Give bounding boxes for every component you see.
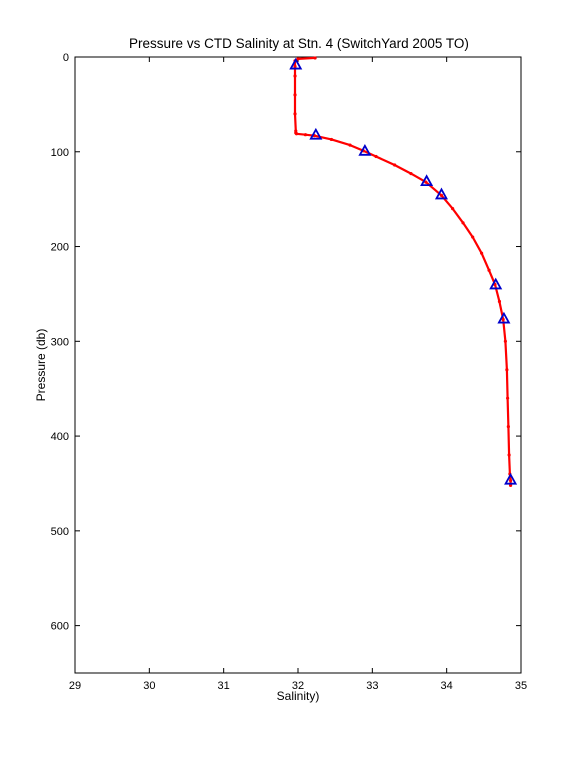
profile-point (508, 479, 513, 483)
profile-point (471, 235, 475, 239)
profile-point (506, 396, 510, 400)
profile-point (329, 137, 334, 142)
y-tick-label: 500 (51, 526, 69, 538)
profile-point (439, 193, 444, 197)
profile-point (503, 339, 507, 343)
y-tick-label: 600 (51, 621, 69, 633)
sample-marker (504, 472, 518, 485)
profile-point (293, 93, 297, 97)
x-tick-label: 35 (515, 680, 527, 692)
x-tick-label: 30 (143, 680, 155, 692)
sample-marker (434, 187, 448, 200)
profile-line (293, 56, 512, 486)
axis-ticks: 29 30 31 32 33 34 35 0 100 200 300 400 500 600 (51, 52, 527, 692)
sample-marker (358, 143, 372, 156)
sample-marker (420, 174, 434, 187)
profile-point (506, 425, 510, 429)
profile-point (461, 221, 465, 225)
profile-point (293, 74, 297, 78)
profile-point (501, 317, 505, 322)
sample-marker (289, 57, 303, 70)
x-tick-label: 33 (366, 680, 378, 692)
profile-point (294, 132, 299, 136)
profile-point (487, 268, 491, 272)
profile-point (409, 171, 413, 176)
y-tick-label: 200 (51, 242, 69, 254)
profile-point (293, 64, 297, 69)
profile-point (348, 143, 352, 147)
sample-marker (489, 277, 503, 290)
profile-point (303, 133, 308, 137)
profile-point (374, 154, 378, 159)
series-markers (289, 57, 518, 485)
y-axis-label: Pressure (db) (34, 329, 48, 402)
profile-point (451, 207, 455, 211)
series-dots (293, 56, 513, 487)
profile-point (313, 56, 317, 60)
profile-point (497, 299, 502, 304)
profile-point (296, 57, 300, 61)
profile-point (505, 368, 509, 372)
plot-area (74, 56, 522, 674)
y-tick-label: 0 (63, 52, 69, 64)
profile-point (507, 453, 511, 457)
x-tick-label: 31 (218, 680, 230, 692)
y-tick-label: 400 (51, 431, 69, 443)
sample-marker (309, 127, 323, 140)
profile-point (424, 180, 428, 184)
profile-point (480, 251, 484, 255)
x-tick-label: 34 (441, 680, 453, 692)
y-tick-label: 100 (51, 147, 69, 159)
sample-marker (497, 311, 511, 324)
x-tick-label: 29 (69, 680, 81, 692)
chart-title: Pressure vs CTD Salinity at Stn. 4 (Swit… (129, 36, 469, 51)
y-tick-label: 300 (51, 336, 69, 348)
series-lines (293, 56, 512, 486)
profile-point (393, 163, 397, 167)
x-axis-label: Salinity) (277, 689, 320, 703)
x-tick-label: 32 (292, 680, 304, 692)
profile-point (293, 112, 297, 116)
